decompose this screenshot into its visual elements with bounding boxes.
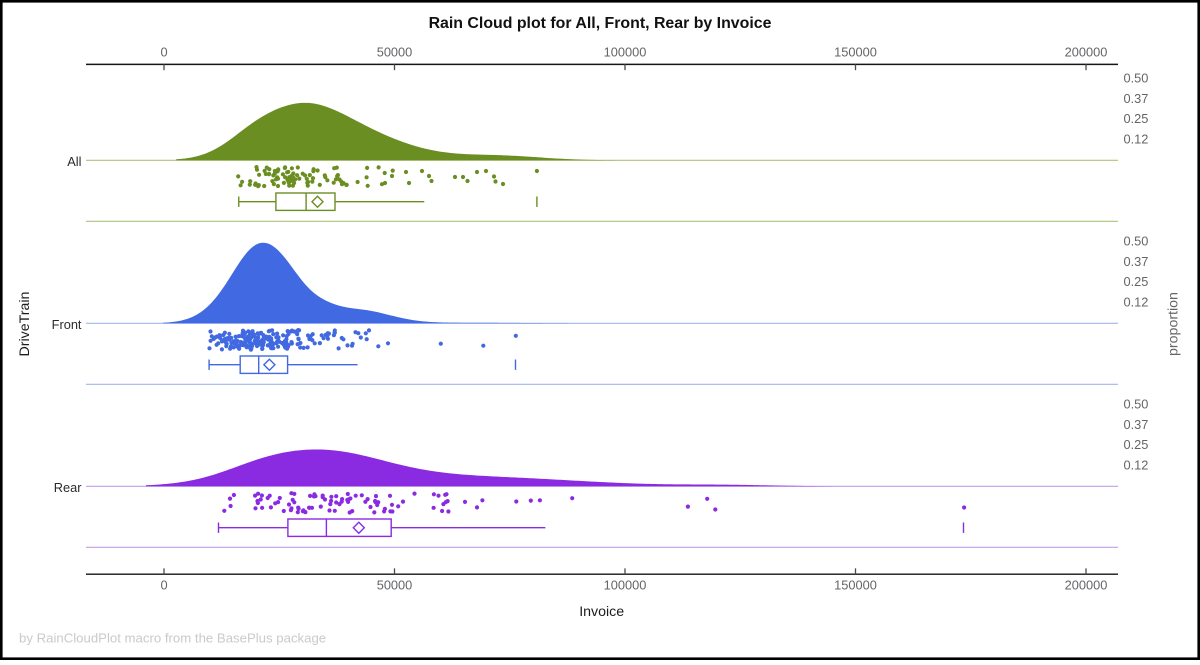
svg-text:0: 0 xyxy=(160,578,167,593)
svg-text:200000: 200000 xyxy=(1065,44,1108,59)
svg-text:0.25: 0.25 xyxy=(1124,274,1149,289)
svg-text:0: 0 xyxy=(160,44,167,59)
svg-text:0.12: 0.12 xyxy=(1124,458,1149,473)
svg-text:150000: 150000 xyxy=(834,44,877,59)
svg-text:Front: Front xyxy=(52,317,82,332)
svg-text:0.12: 0.12 xyxy=(1124,295,1149,310)
svg-text:150000: 150000 xyxy=(834,578,877,593)
svg-text:by RainCloudPlot macro from th: by RainCloudPlot macro from the BasePlus… xyxy=(19,630,326,645)
svg-text:100000: 100000 xyxy=(604,578,647,593)
svg-text:0.37: 0.37 xyxy=(1124,254,1149,269)
svg-text:0.25: 0.25 xyxy=(1124,111,1149,126)
svg-text:Rear: Rear xyxy=(54,480,82,495)
svg-text:Invoice: Invoice xyxy=(579,604,624,620)
svg-text:100000: 100000 xyxy=(604,44,647,59)
svg-text:50000: 50000 xyxy=(377,578,413,593)
svg-text:0.50: 0.50 xyxy=(1124,397,1149,412)
svg-text:0.37: 0.37 xyxy=(1124,91,1149,106)
svg-text:DriveTrain: DriveTrain xyxy=(17,292,33,357)
svg-text:0.12: 0.12 xyxy=(1124,132,1149,147)
svg-text:50000: 50000 xyxy=(377,44,413,59)
svg-text:0.50: 0.50 xyxy=(1124,234,1149,249)
svg-text:All: All xyxy=(67,154,81,169)
svg-text:0.50: 0.50 xyxy=(1124,71,1149,86)
svg-text:Rain Cloud plot for All, Front: Rain Cloud plot for All, Front, Rear by … xyxy=(429,15,772,32)
svg-text:proportion: proportion xyxy=(1166,292,1182,356)
svg-text:0.37: 0.37 xyxy=(1124,417,1149,432)
svg-text:0.25: 0.25 xyxy=(1124,437,1149,452)
svg-text:200000: 200000 xyxy=(1065,578,1108,593)
